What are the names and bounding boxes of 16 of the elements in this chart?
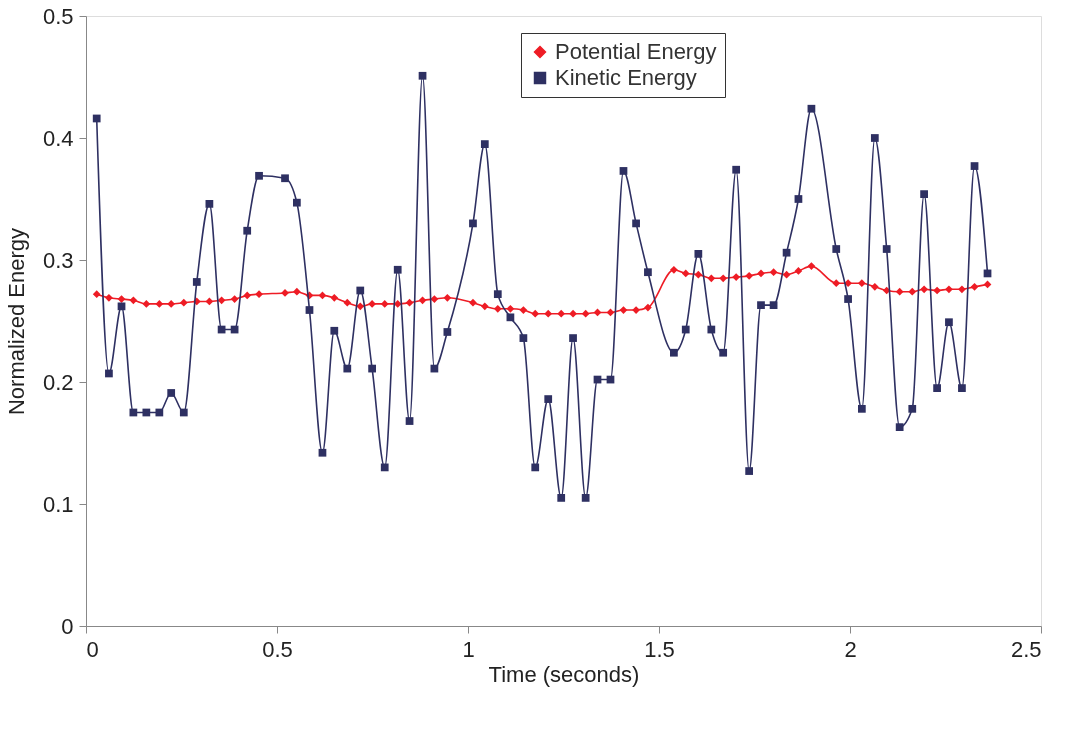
x-tick-label: 2.5 <box>1010 636 1042 662</box>
x-tick-label: 2 <box>844 636 857 662</box>
legend-label: Kinetic Energy <box>555 65 697 90</box>
y-tick-label: 0 <box>61 613 74 639</box>
x-axis-title: Time (seconds) <box>488 661 640 687</box>
y-tick-label: 0.1 <box>42 491 74 517</box>
y-axis-title: Normalized Energy <box>3 227 29 416</box>
x-tick-label: 0.5 <box>262 636 293 662</box>
x-tick-label: 0 <box>86 636 99 662</box>
legend-label: Potential Energy <box>555 39 717 64</box>
x-tick-label: 1 <box>462 636 475 662</box>
y-tick-label: 0.5 <box>42 3 74 29</box>
y-tick-label: 0.3 <box>42 247 74 273</box>
x-tick-label: 1.5 <box>644 636 675 662</box>
y-tick-label: 0.2 <box>42 369 74 395</box>
y-tick-label: 0.4 <box>42 125 74 151</box>
